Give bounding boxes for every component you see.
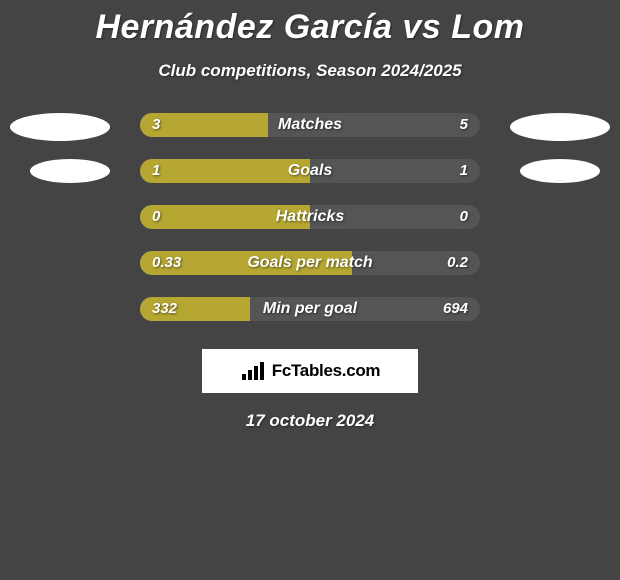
- bars-icon: [240, 360, 266, 382]
- stat-row: 11Goals: [0, 159, 620, 205]
- stat-value-left: 3: [152, 113, 160, 137]
- stat-row: 35Matches: [0, 113, 620, 159]
- bar-track: [140, 297, 480, 321]
- bar-fill-left: [140, 205, 310, 229]
- date-text: 17 october 2024: [0, 411, 620, 431]
- team-avatar-left: [30, 159, 110, 183]
- stat-row: 332694Min per goal: [0, 297, 620, 343]
- team-avatar-right: [520, 159, 600, 183]
- bar-fill-left: [140, 159, 310, 183]
- comparison-infographic: Hernández García vs Lom Club competition…: [0, 0, 620, 580]
- stat-value-right: 1: [460, 159, 468, 183]
- brand-badge: FcTables.com: [202, 349, 418, 393]
- stat-value-right: 0.2: [447, 251, 468, 275]
- stat-value-left: 332: [152, 297, 177, 321]
- brand-text: FcTables.com: [272, 361, 381, 381]
- stat-value-left: 0: [152, 205, 160, 229]
- stat-value-left: 1: [152, 159, 160, 183]
- stat-value-right: 694: [443, 297, 468, 321]
- player-avatar-right: [510, 113, 610, 141]
- stat-bars: 35Matches11Goals00Hattricks0.330.2Goals …: [0, 113, 620, 343]
- page-title: Hernández García vs Lom: [0, 0, 620, 47]
- stat-row: 0.330.2Goals per match: [0, 251, 620, 297]
- page-subtitle: Club competitions, Season 2024/2025: [0, 61, 620, 81]
- bar-track: [140, 205, 480, 229]
- stat-value-left: 0.33: [152, 251, 181, 275]
- stat-row: 00Hattricks: [0, 205, 620, 251]
- stat-value-right: 0: [460, 205, 468, 229]
- stat-value-right: 5: [460, 113, 468, 137]
- bar-track: [140, 159, 480, 183]
- bar-track: [140, 113, 480, 137]
- player-avatar-left: [10, 113, 110, 141]
- bar-track: [140, 251, 480, 275]
